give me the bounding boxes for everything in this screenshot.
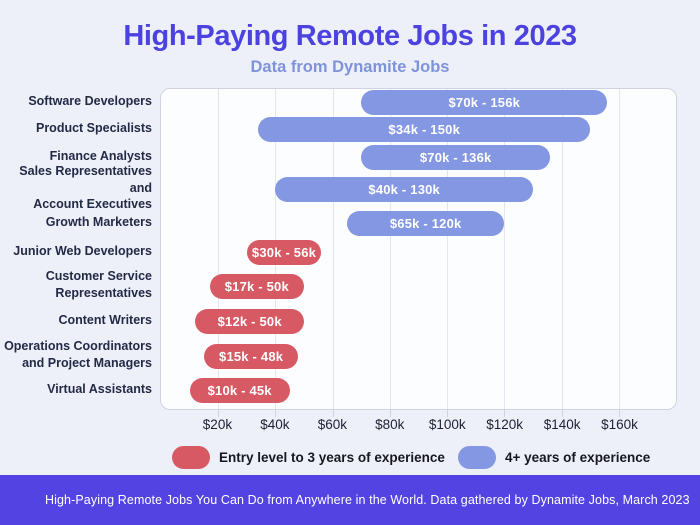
range-bar-operations-coordinators-and-project-managers: $15k - 48k <box>203 343 299 369</box>
gridline-$100k <box>447 89 449 409</box>
tick-mark <box>618 410 620 417</box>
category-label: Software Developers <box>28 93 152 108</box>
range-bar-finance-analysts: $70k - 136k <box>361 144 551 170</box>
legend-item-entry-level: Entry level to 3 years of experience <box>172 446 445 469</box>
category-label: Junior Web Developers <box>13 243 152 258</box>
range-bar-virtual-assistants: $10k - 45k <box>189 377 290 403</box>
range-bar-customer-service-representatives: $17k - 50k <box>209 273 305 299</box>
category-label: Product Specialists <box>35 120 152 135</box>
x-axis-tick-label: $60k <box>317 417 347 432</box>
range-bar-value-label: $65k - 120k <box>389 215 462 231</box>
experienced-swatch-icon <box>458 446 496 469</box>
range-bar-sales-representatives-and-account-executives: $40k - 130k <box>275 176 533 202</box>
range-bar-value-label: $12k - 50k <box>217 313 282 329</box>
tick-mark <box>561 410 563 417</box>
tick-mark <box>389 410 391 417</box>
range-bar-value-label: $30k - 56k <box>251 244 317 260</box>
entry-level-swatch-icon <box>172 446 210 469</box>
tick-mark <box>218 410 220 417</box>
range-bar-value-label: $40k - 130k <box>368 181 440 197</box>
category-label: Sales Representatives and Account Executi… <box>19 163 152 212</box>
gridline-$120k <box>504 89 506 409</box>
category-label: Content Writers <box>58 312 152 327</box>
range-bar-value-label: $70k - 136k <box>419 149 492 165</box>
range-bar-software-developers: $70k - 156k <box>361 89 608 115</box>
legend-label: Entry level to 3 years of experience <box>219 450 445 465</box>
gridline-$140k <box>561 89 563 409</box>
footer-text: High-Paying Remote Jobs You Can Do from … <box>45 493 690 507</box>
category-label: Customer Service Representatives <box>45 269 152 300</box>
category-label: Finance Analysts <box>49 148 152 163</box>
footer-bar: High-Paying Remote Jobs You Can Do from … <box>0 475 700 525</box>
x-axis-tick-label: $160k <box>601 417 638 432</box>
range-bar-value-label: $34k - 150k <box>388 121 460 137</box>
range-bar-value-label: $10k - 45k <box>207 382 272 398</box>
tick-mark <box>447 410 449 417</box>
gridline-$20k <box>218 89 220 409</box>
range-bar-content-writers: $12k - 50k <box>195 308 305 334</box>
range-bar-value-label: $70k - 156k <box>448 94 521 110</box>
chart-subtitle: Data from Dynamite Jobs <box>250 58 450 76</box>
legend-label: 4+ years of experience <box>505 450 651 465</box>
gridline-$60k <box>332 89 334 409</box>
tick-mark <box>332 410 334 417</box>
category-label: Virtual Assistants <box>47 381 152 396</box>
plot-area: $70k - 156k $34k - 150k $70k - 136k $40k - … <box>160 88 677 417</box>
x-axis-tick-label: $80k <box>375 417 405 432</box>
range-bar-junior-web-developers: $30k - 56k <box>246 239 322 265</box>
x-axis-tick-label: $20k <box>202 417 233 432</box>
range-bar-growth-marketers: $65k - 120k <box>346 210 505 236</box>
gridline-$160k <box>618 89 620 409</box>
range-bar-product-specialists: $34k - 150k <box>258 116 591 142</box>
category-label: Growth Marketers <box>45 214 152 229</box>
x-axis-tick-label: $140k <box>543 417 581 432</box>
category-label: Operations Coordinators and Project Manag… <box>4 339 152 370</box>
x-axis-tick-label: $40k <box>260 417 290 432</box>
tick-mark <box>504 410 506 417</box>
chart-title: High-Paying Remote Jobs in 2023 <box>123 20 577 52</box>
tick-mark <box>275 410 277 417</box>
range-bar-value-label: $17k - 50k <box>224 278 289 294</box>
x-axis-tick-label: $120k <box>486 417 524 432</box>
legend-item-experienced: 4+ years of experience <box>458 446 650 469</box>
x-axis-tick-label: $100k <box>428 417 466 432</box>
gridline-$80k <box>389 89 391 409</box>
range-bar-value-label: $15k - 48k <box>219 348 284 364</box>
